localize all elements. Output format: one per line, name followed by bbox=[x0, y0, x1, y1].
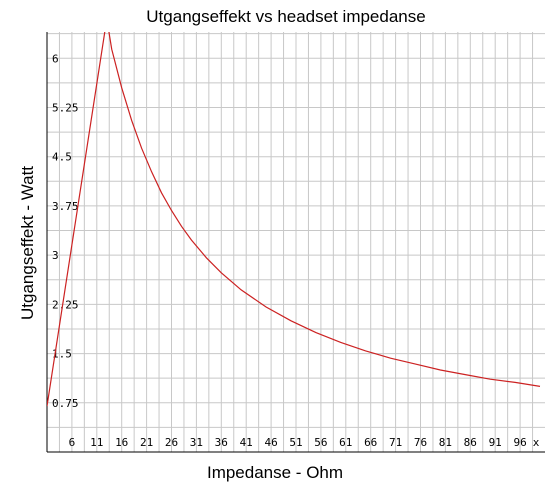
x-tick-label: 41 bbox=[240, 436, 253, 449]
x-tick-label: 26 bbox=[165, 436, 178, 449]
x-tick-label: 46 bbox=[264, 436, 277, 449]
y-tick-label: 3 bbox=[52, 249, 59, 262]
x-tick-label: 81 bbox=[439, 436, 452, 449]
x-tick-label: 91 bbox=[489, 436, 502, 449]
vertical-gridlines bbox=[58, 32, 534, 452]
series-group bbox=[47, 32, 541, 407]
y-tick-label: 6 bbox=[52, 52, 59, 65]
x-tick-labels: 6 11 16 21 26 31 36 41 46 51 56 61 66 71 76 81 86 91 96 bbox=[69, 436, 527, 449]
y-tick-label: 1.5 bbox=[52, 348, 72, 361]
series-line-0 bbox=[47, 32, 541, 407]
chart-title: Utgangseffekt vs headset impedanse bbox=[146, 7, 425, 26]
x-axis-title: Impedanse - Ohm bbox=[207, 463, 343, 482]
x-tick-label: 76 bbox=[414, 436, 427, 449]
x-tick-label: 11 bbox=[90, 436, 103, 449]
x-tick-label: 51 bbox=[289, 436, 302, 449]
y-tick-labels: 0.75 1.5 2.25 3 3.75 4.5 5.25 6 bbox=[52, 52, 79, 410]
y-tick-label: 3.75 bbox=[52, 200, 79, 213]
horizontal-gridlines bbox=[47, 33, 545, 428]
x-tick-label: 36 bbox=[215, 436, 228, 449]
x-tick-label: 21 bbox=[140, 436, 153, 449]
x-tick-label: 66 bbox=[364, 436, 377, 449]
x-tick-label: 6 bbox=[69, 436, 76, 449]
y-tick-label: 0.75 bbox=[52, 397, 79, 410]
x-tick-label: 61 bbox=[339, 436, 352, 449]
y-axis-title: Utgangseffekt - Watt bbox=[18, 166, 37, 320]
y-tick-label: 4.5 bbox=[52, 151, 72, 164]
x-tick-label: 56 bbox=[314, 436, 327, 449]
x-tick-label: 86 bbox=[464, 436, 477, 449]
x-tick-label: 31 bbox=[190, 436, 203, 449]
x-tick-label: 16 bbox=[115, 436, 128, 449]
x-tick-label: 96 bbox=[513, 436, 526, 449]
x-tick-label: 71 bbox=[389, 436, 402, 449]
y-tick-label: 2.25 bbox=[52, 298, 79, 311]
y-tick-label: 5.25 bbox=[52, 101, 79, 114]
x-axis-end-marker: x bbox=[533, 436, 540, 449]
